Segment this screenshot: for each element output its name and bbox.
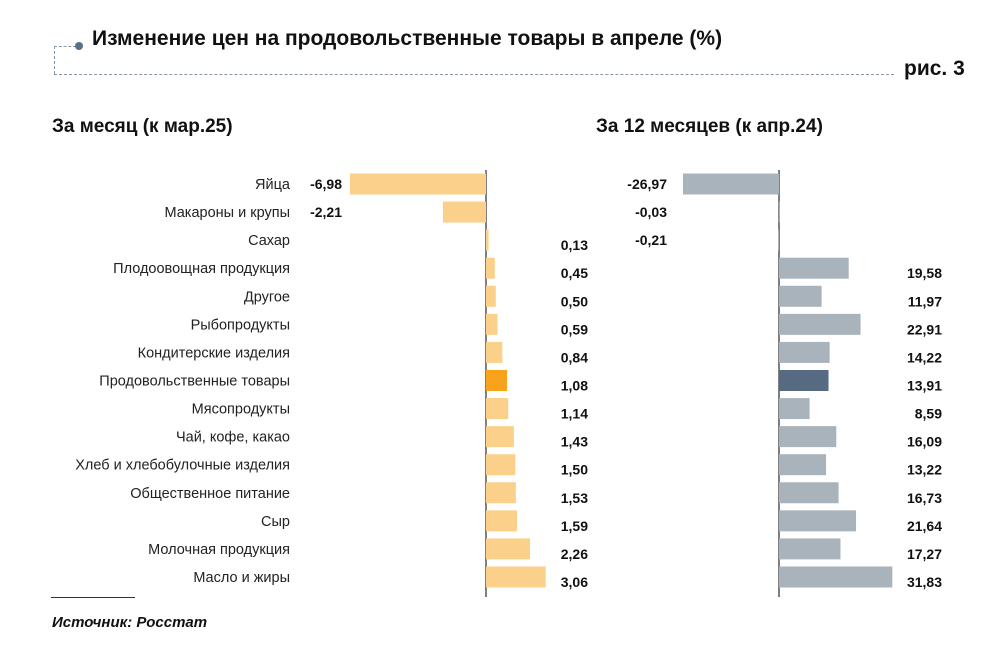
bar [486,229,489,251]
value-label: 3,06 [561,574,588,590]
value-label: 21,64 [907,518,942,534]
value-label: 0,45 [561,265,588,281]
category-label: Сахар [248,233,290,249]
bar [442,201,486,223]
bar [779,426,837,448]
category-label: Мясопродукты [192,402,290,418]
category-label: Кондитерские изделия [138,345,290,361]
value-label: 11,97 [908,293,942,309]
source-note: Источник: Росстат [52,614,208,631]
bar-highlight [486,369,508,391]
left-chart-title: За месяц (к мар.25) [52,116,233,137]
value-label: 1,59 [561,518,588,534]
bar [779,313,861,335]
bar [486,538,531,560]
source-divider [51,597,135,598]
value-label: 13,22 [907,462,942,478]
bar [486,341,503,363]
bar [349,173,486,195]
bar [486,510,518,532]
title-bullet-dot [75,42,83,50]
value-label: 14,22 [907,349,942,365]
bar [779,285,822,307]
value-label: 16,73 [907,490,942,506]
title-decoration-line [54,46,76,47]
value-label: -0,03 [635,204,667,220]
bar [778,229,779,251]
title-underline [54,74,894,75]
category-label: Другое [244,289,290,305]
category-label: Рыбопродукты [191,317,290,333]
bar [486,285,496,307]
bar [779,538,841,560]
bar [779,510,857,532]
figure-number: рис. 3 [904,57,965,80]
value-label: 2,26 [561,546,588,562]
category-label: Масло и жиры [193,570,290,586]
value-label: 22,91 [907,321,942,337]
category-label: Яйца [255,177,291,193]
bar [486,426,514,448]
category-label: Хлеб и хлебобулочные изделия [75,458,290,474]
value-label: 19,58 [907,265,942,281]
value-label: 13,91 [907,377,942,393]
value-label: -26,97 [627,176,667,192]
bar [779,454,827,476]
category-label: Сыр [261,514,290,530]
value-label: 16,09 [907,434,942,450]
bar-highlight [779,369,829,391]
category-label: Продовольственные товары [99,373,290,389]
chart-title: Изменение цен на продовольственные товар… [92,27,723,50]
bar [486,482,516,504]
title-decoration-line [54,46,55,74]
bar [682,173,779,195]
bar [486,257,495,279]
bar [486,313,498,335]
value-label: 1,08 [561,377,588,393]
category-label: Плодоовощная продукция [113,261,290,277]
value-label: 0,84 [561,349,588,365]
value-label: 0,59 [561,321,588,337]
value-label: -0,21 [635,232,667,248]
value-label: -2,21 [310,204,342,220]
bar [779,566,893,588]
bar [779,398,810,420]
bar [779,482,839,504]
value-label: 31,83 [907,574,942,590]
value-label: 1,53 [561,490,588,506]
value-label: -6,98 [310,176,342,192]
value-label: 0,50 [561,293,588,309]
value-label: 17,27 [907,546,942,562]
bar [486,398,509,420]
category-label: Макароны и крупы [164,205,290,221]
value-label: 1,14 [561,406,588,422]
bar [486,566,546,588]
bar [779,341,830,363]
category-label: Молочная продукция [148,542,290,558]
category-label: Общественное питание [130,486,290,502]
bar [779,257,849,279]
value-label: 0,13 [561,237,588,253]
category-label: Чай, кофе, какао [176,430,290,446]
value-label: 1,43 [561,434,588,450]
right-chart-title: За 12 месяцев (к апр.24) [596,116,823,137]
bar [778,201,780,223]
bar [486,454,516,476]
value-label: 1,50 [561,462,588,478]
value-label: 8,59 [915,406,942,422]
